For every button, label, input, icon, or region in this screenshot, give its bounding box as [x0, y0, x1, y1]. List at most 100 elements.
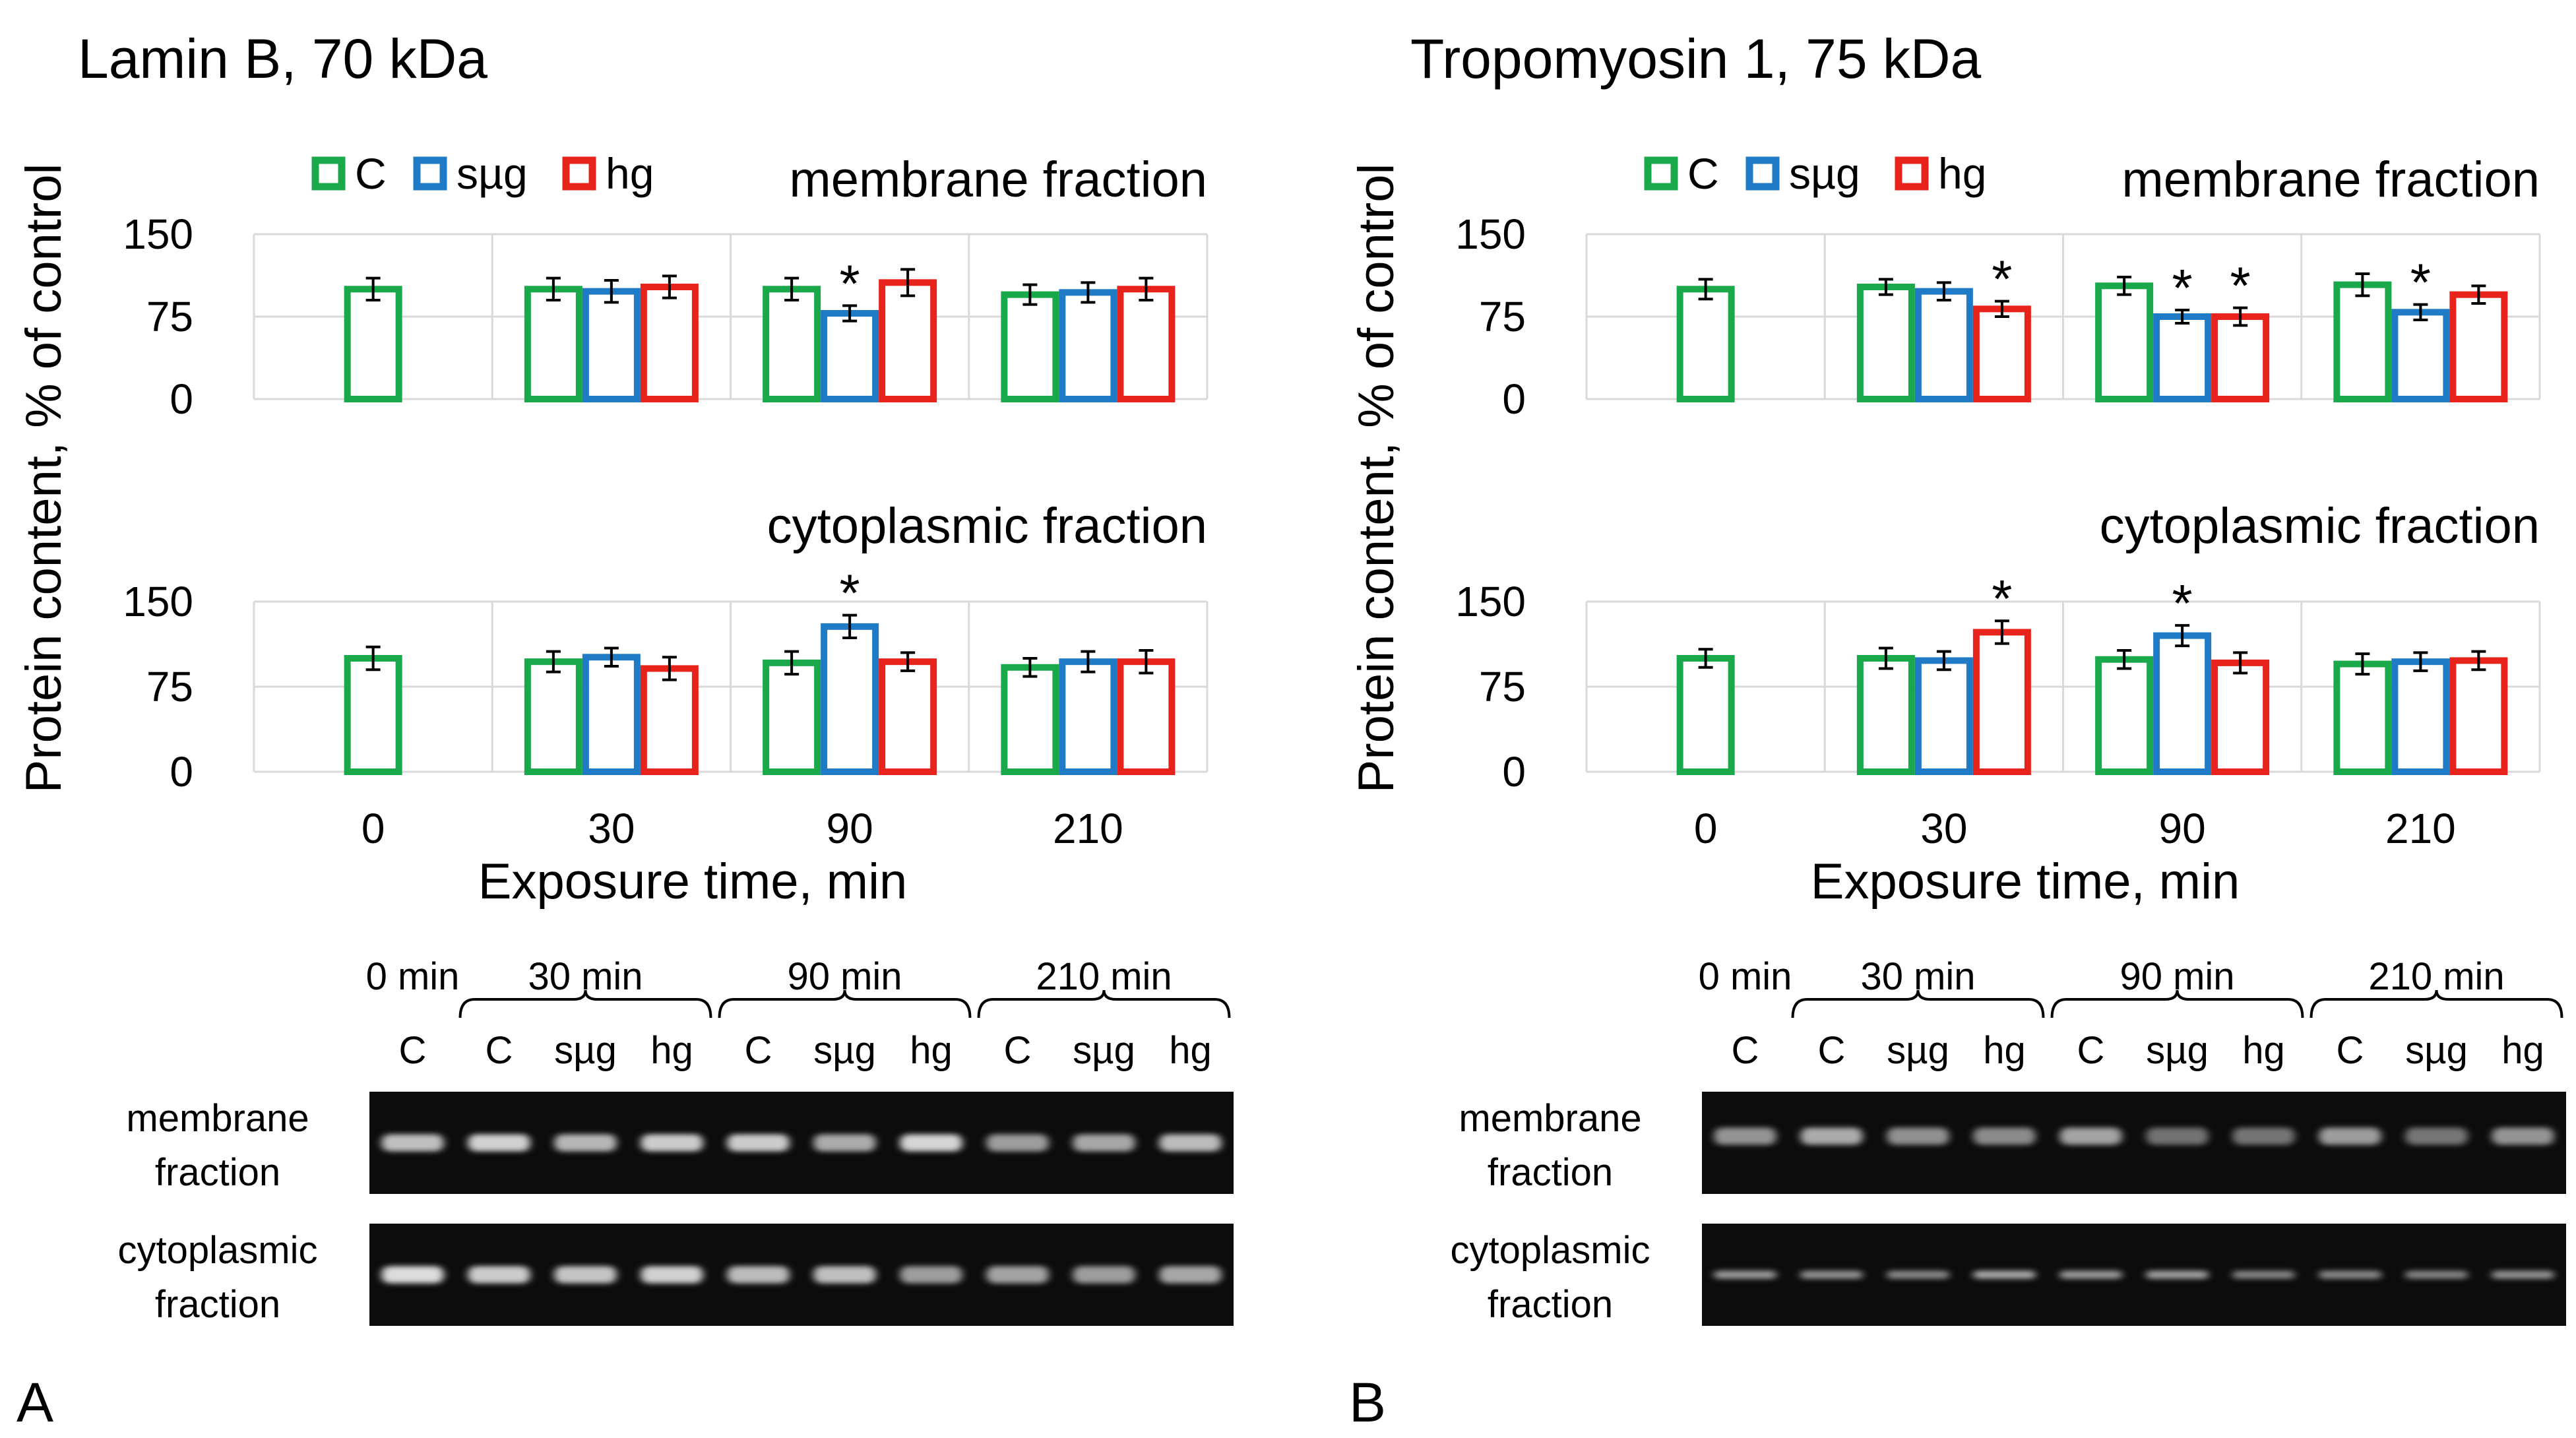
blot-band	[468, 1134, 530, 1152]
bar-C-0	[344, 286, 402, 403]
legend-label-3: hg	[1938, 149, 1986, 198]
panel-title: Tropomyosin 1, 75 kDa	[1410, 28, 1982, 90]
legend-swatch-3	[1895, 156, 1929, 191]
subplot-cytoplasmic: cytoplasmic fraction 150 75 0 *	[123, 498, 1209, 796]
blot-lane-label: hg	[1983, 1029, 2026, 1072]
legend-swatch-1	[311, 156, 346, 191]
bar-C-0	[1676, 655, 1735, 775]
blot-brace	[718, 989, 972, 1018]
blot-brace	[977, 989, 1231, 1018]
y-tick-label: 0	[1502, 748, 1526, 796]
significance-star: *	[840, 564, 860, 623]
subplot-cytoplasmic: cytoplasmic fraction 150 75 0 * *	[1455, 498, 2541, 796]
blot-band	[1159, 1134, 1222, 1152]
bar-sug-210	[1059, 658, 1117, 775]
x-tick-label: 0	[1694, 805, 1718, 852]
blot-band	[727, 1266, 790, 1284]
bar-sug-90	[821, 310, 879, 402]
blot-band	[2232, 1270, 2295, 1279]
blot-band	[1973, 1127, 2036, 1145]
bar-hg-210	[2449, 657, 2508, 775]
blot-band	[1973, 1270, 2036, 1279]
y-tick-label: 0	[170, 748, 193, 796]
blot-band	[2319, 1270, 2381, 1279]
blot-time-label: 0 min	[366, 955, 460, 998]
blot-lane-label: C	[486, 1029, 513, 1072]
blot-lane-label: hg	[1169, 1029, 1212, 1072]
blot-band	[1073, 1134, 1135, 1152]
legend-label-2: sµg	[456, 149, 528, 198]
blot-band	[641, 1266, 703, 1284]
y-tick-label: 75	[1479, 663, 1526, 710]
blot-lane-label: sµg	[2405, 1029, 2468, 1072]
subplot-label: cytoplasmic fraction	[2100, 498, 2540, 554]
bar-C-30	[524, 286, 582, 403]
bar-C-30	[524, 658, 582, 775]
panel-title: Lamin B, 70 kDa	[78, 28, 487, 90]
blot-band	[1714, 1127, 1776, 1145]
y-tick-label: 150	[123, 210, 193, 258]
blot-band	[2146, 1127, 2209, 1145]
blot-time-label: 0 min	[1699, 955, 1792, 998]
bar-hg-210	[1117, 286, 1176, 403]
y-tick-label: 0	[1502, 375, 1526, 423]
x-tick-label: 30	[1920, 805, 1967, 852]
blot-lane-label: C	[2337, 1029, 2364, 1072]
blot-band	[1887, 1127, 1949, 1145]
x-tick-label: 90	[2159, 805, 2206, 852]
subplot-membrane: membrane fraction 150 75 0 * * * *	[1455, 152, 2541, 423]
blot-lane-label: C	[399, 1029, 427, 1072]
bar-C-90	[763, 286, 821, 403]
blot-lane-label: C	[1732, 1029, 1759, 1072]
blot-lane-label: C	[1818, 1029, 1846, 1072]
blot-row-label: fraction	[155, 1151, 280, 1194]
x-tick-label: 90	[827, 805, 873, 852]
blot-lane-label: sµg	[554, 1029, 617, 1072]
legend-label-2: sµg	[1789, 149, 1860, 198]
blot-row-label: membrane	[1459, 1097, 1641, 1140]
subplot-membrane: membrane fraction 150 75 0 *	[123, 152, 1209, 423]
x-tick-label: 30	[588, 805, 635, 852]
bar-sug-30	[1914, 657, 1973, 775]
legend-swatch-2	[413, 156, 447, 191]
blot-band	[1159, 1266, 1222, 1284]
panel-letter: B	[1349, 1371, 1386, 1433]
y-tick-label: 75	[146, 293, 193, 340]
bar-C-0	[1676, 286, 1735, 403]
blot-band	[2405, 1127, 2468, 1145]
significance-star: *	[2230, 257, 2251, 315]
legend-swatch-2	[1745, 156, 1780, 191]
bar-sug-210	[2391, 309, 2450, 403]
panel-letter: A	[16, 1371, 53, 1433]
significance-star: *	[1992, 250, 2012, 309]
y-tick-label: 0	[170, 375, 193, 423]
y-tick-label: 150	[123, 578, 193, 625]
blot-brace	[2309, 989, 2563, 1018]
legend-label-1: C	[1687, 149, 1719, 198]
bar-C-30	[1856, 284, 1915, 402]
bar-C-210	[1001, 664, 1059, 776]
subplot-label: membrane fraction	[2121, 152, 2540, 208]
y-tick-label: 150	[1455, 578, 1526, 625]
blot-band	[900, 1134, 962, 1152]
bar-hg-30	[1972, 629, 2031, 775]
legend-label-3: hg	[606, 149, 654, 198]
blot-row-label: membrane	[126, 1097, 309, 1140]
bar-sug-90	[2153, 632, 2212, 775]
significance-star: *	[1992, 569, 2012, 628]
bar-hg-210	[1117, 658, 1176, 775]
bar-sug-90	[821, 623, 879, 776]
bar-sug-90	[2153, 313, 2212, 402]
x-tick-label: 210	[1053, 805, 1123, 852]
blot-brace	[2050, 989, 2304, 1018]
blot-lane-label: sµg	[1073, 1029, 1135, 1072]
blot-lane-label: hg	[2501, 1029, 2544, 1072]
bar-hg-30	[1972, 305, 2031, 403]
blot-lane-label: C	[2077, 1029, 2105, 1072]
blot-row-label: fraction	[1488, 1151, 1613, 1194]
blot-lane-label: hg	[650, 1029, 693, 1072]
y-tick-label: 75	[1479, 293, 1526, 340]
